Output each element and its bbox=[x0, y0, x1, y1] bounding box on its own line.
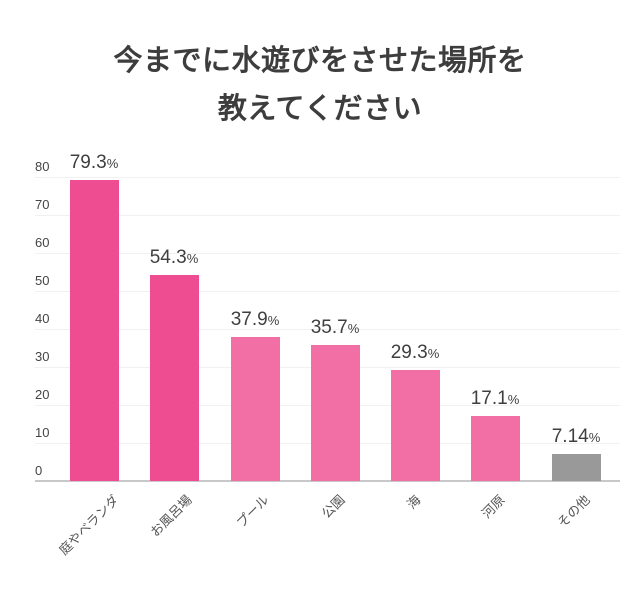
bar-value-label: 7.14% bbox=[521, 426, 631, 448]
gridline bbox=[35, 329, 620, 330]
y-tick-label: 80 bbox=[35, 159, 50, 174]
value-number: 29.3 bbox=[390, 342, 428, 363]
bar-value-label: 54.3% bbox=[119, 247, 229, 269]
bar-value-label: 29.3% bbox=[360, 342, 470, 364]
x-category-label: 公園 bbox=[319, 492, 349, 522]
gridline bbox=[35, 291, 620, 292]
y-tick-label: 10 bbox=[35, 425, 50, 440]
bar bbox=[150, 275, 199, 481]
value-unit: % bbox=[427, 346, 440, 361]
bar bbox=[471, 416, 520, 481]
value-number: 7.14 bbox=[551, 426, 589, 447]
y-tick-label: 60 bbox=[35, 235, 50, 250]
y-tick-label: 0 bbox=[35, 463, 43, 478]
bar-value-label: 35.7% bbox=[280, 317, 390, 339]
x-category-label: プール bbox=[234, 492, 273, 532]
gridline bbox=[35, 177, 620, 178]
y-tick-label: 20 bbox=[35, 387, 50, 402]
bar bbox=[391, 370, 440, 481]
x-category-label: その他 bbox=[555, 492, 594, 532]
bar bbox=[311, 345, 360, 481]
value-number: 17.1 bbox=[470, 388, 508, 409]
x-category-label: お風呂場 bbox=[147, 492, 196, 541]
value-number: 54.3 bbox=[149, 247, 187, 268]
y-tick-label: 50 bbox=[35, 273, 50, 288]
value-unit: % bbox=[267, 313, 280, 328]
x-category-label: 海 bbox=[405, 492, 425, 513]
bar bbox=[70, 180, 119, 481]
value-number: 35.7 bbox=[310, 317, 348, 338]
y-tick-label: 40 bbox=[35, 311, 50, 326]
value-number: 79.3 bbox=[69, 152, 107, 173]
bar bbox=[231, 337, 280, 481]
value-number: 37.9 bbox=[230, 309, 268, 330]
value-unit: % bbox=[106, 156, 119, 171]
value-unit: % bbox=[507, 392, 520, 407]
bar-value-label: 17.1% bbox=[440, 388, 550, 410]
x-category-label: 庭やベランダ bbox=[57, 492, 123, 559]
x-category-label: 河原 bbox=[479, 492, 509, 522]
bar bbox=[552, 454, 601, 481]
value-unit: % bbox=[347, 321, 360, 336]
y-tick-label: 30 bbox=[35, 349, 50, 364]
chart-title-line2: 教えてください bbox=[217, 91, 423, 125]
bar-value-label: 37.9% bbox=[200, 309, 310, 331]
chart-title-line1: 今までに水遊びをさせた場所を bbox=[113, 43, 527, 77]
gridline bbox=[35, 215, 620, 216]
y-tick-label: 70 bbox=[35, 197, 50, 212]
value-unit: % bbox=[588, 430, 601, 445]
gridline bbox=[35, 253, 620, 254]
bar-value-label: 79.3% bbox=[39, 152, 149, 174]
chart-title: 今までに水遊びをさせた場所を 教えてください bbox=[0, 36, 640, 132]
value-unit: % bbox=[186, 251, 199, 266]
x-axis-line bbox=[35, 480, 620, 482]
